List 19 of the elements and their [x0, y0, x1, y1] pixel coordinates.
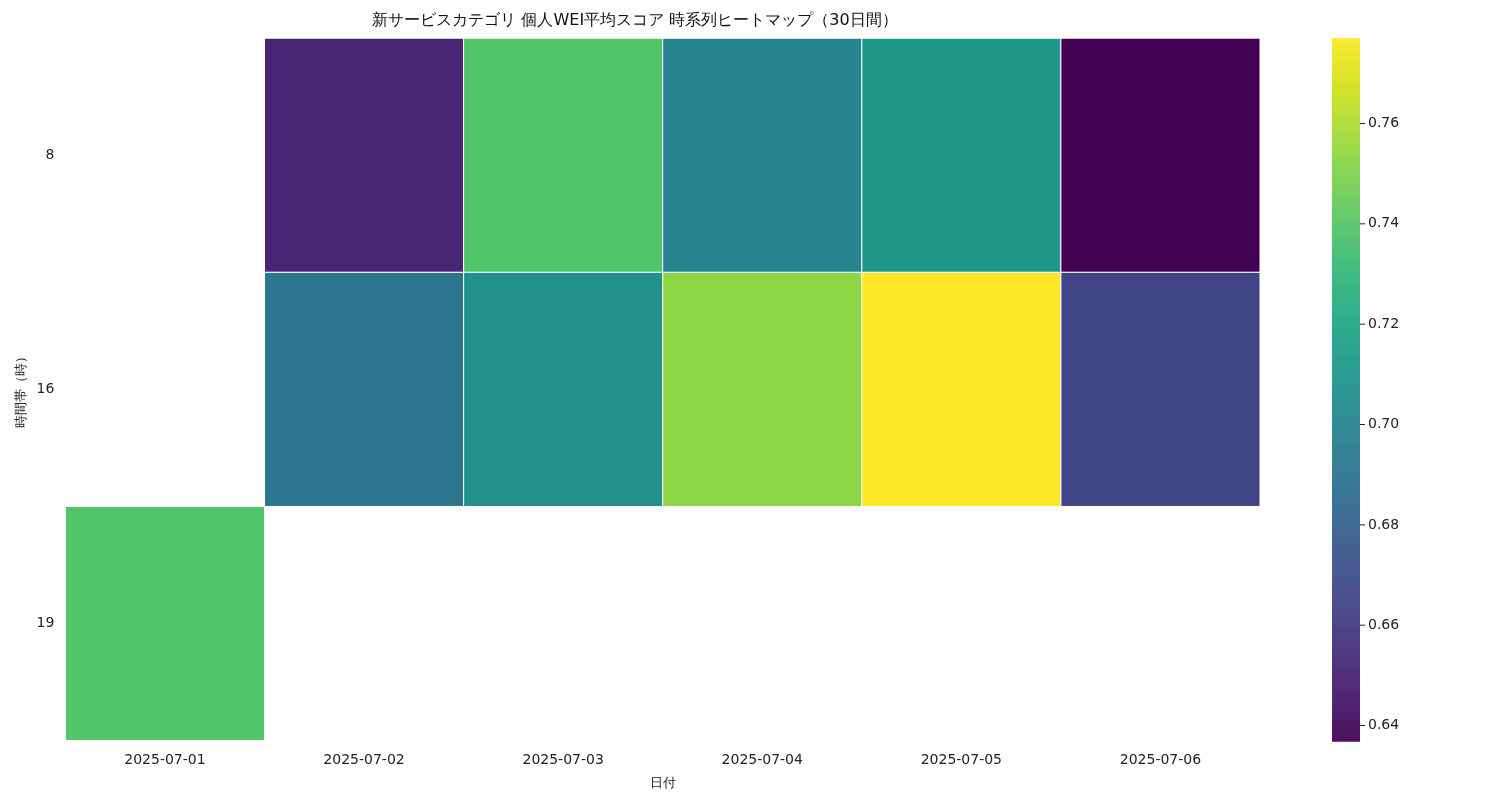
y-axis-title: 時間帯（時）	[13, 350, 29, 429]
x-tick-label: 2025-07-01	[124, 750, 206, 767]
x-tick-label: 2025-07-06	[1119, 750, 1202, 767]
color-bar-label: 0.76	[1368, 114, 1400, 131]
x-tick-label: 2025-07-04	[721, 750, 804, 767]
color-bar-label: 0.72	[1368, 314, 1400, 331]
color-bar-label: 0.68	[1368, 515, 1400, 532]
x-tick-label: 2025-07-03	[522, 750, 604, 767]
y-tick-label: 19	[36, 614, 55, 631]
color-bar-label: 0.70	[1368, 415, 1400, 432]
x-tick-label: 2025-07-02	[323, 750, 405, 767]
color-bar-label: 0.64	[1368, 716, 1400, 733]
x-axis-title: 日付	[649, 774, 676, 790]
y-tick-label: 8	[45, 145, 55, 162]
color-bar-label: 0.74	[1368, 214, 1400, 231]
color-bar-label: 0.66	[1368, 615, 1400, 632]
y-tick-label: 16	[36, 380, 55, 397]
x-tick-label: 2025-07-05	[920, 750, 1003, 767]
chart-title: 新サービスカテゴリ 個人WEI平均スコア 時系列ヒートマップ（30日間）	[372, 9, 898, 29]
